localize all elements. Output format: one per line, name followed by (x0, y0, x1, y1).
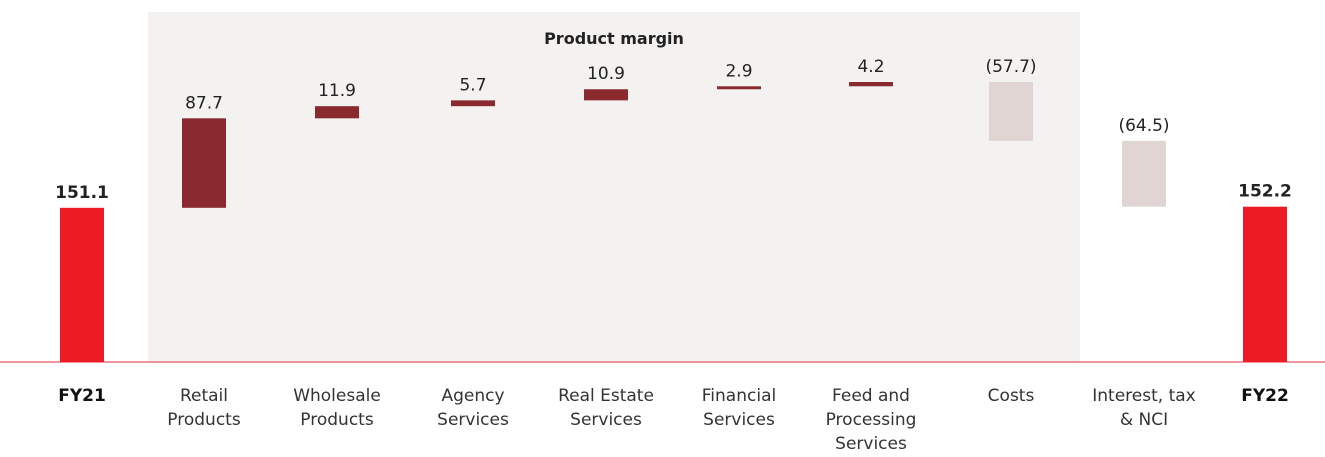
bar (1243, 206, 1287, 362)
value-label: 87.7 (185, 93, 223, 113)
value-label: 152.2 (1238, 182, 1292, 202)
value-label: 5.7 (459, 75, 486, 95)
category-label: Wholesale Products (293, 386, 381, 430)
bar (182, 118, 226, 208)
category-label: Interest, tax & NCI (1092, 386, 1196, 430)
value-label: 151.1 (55, 183, 109, 203)
category-label: Retail Products (167, 386, 241, 430)
bar (315, 106, 359, 119)
bar (584, 89, 628, 101)
bar (451, 100, 495, 107)
value-label: 2.9 (725, 61, 752, 81)
group-label: Product margin (544, 29, 684, 48)
category-label: Feed and Processing Services (825, 386, 917, 454)
category-label: Costs (987, 386, 1035, 406)
value-label: 10.9 (587, 64, 625, 84)
bar (1122, 140, 1166, 207)
category-label: Real Estate Services (558, 386, 654, 430)
bar (849, 82, 893, 87)
bar (60, 207, 104, 362)
value-label: (57.7) (985, 57, 1036, 77)
bar (717, 86, 761, 90)
category-label: FY21 (58, 386, 106, 406)
value-label: 4.2 (857, 57, 884, 77)
group-panel (148, 12, 1080, 362)
value-label: (64.5) (1118, 116, 1169, 136)
value-label: 11.9 (318, 81, 356, 101)
category-label: Agency Services (437, 386, 509, 430)
bar (989, 82, 1033, 141)
category-label: Financial Services (701, 386, 777, 430)
category-label: FY22 (1241, 386, 1289, 406)
